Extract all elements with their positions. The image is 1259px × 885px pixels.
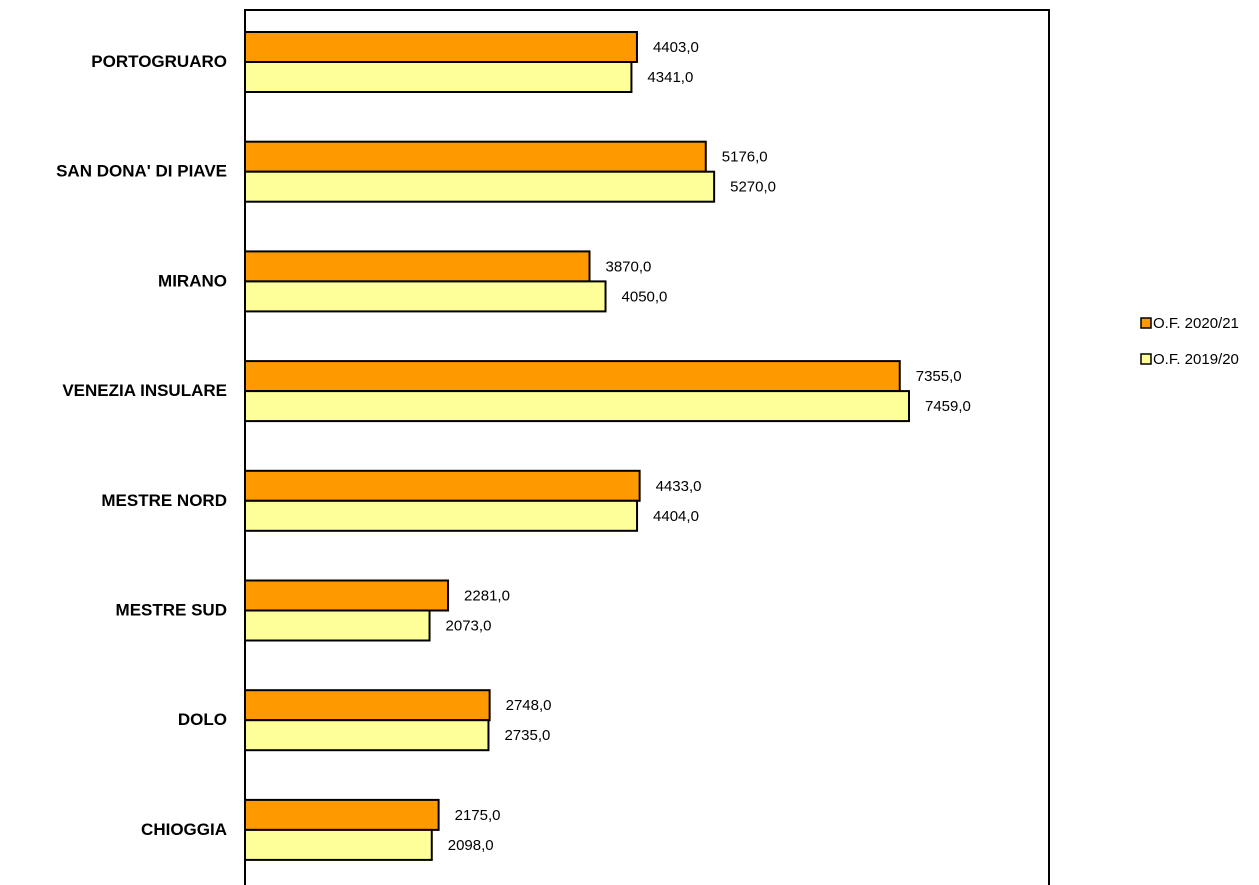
category-label: VENEZIA INSULARE xyxy=(62,381,227,400)
plot-frame xyxy=(244,9,1050,885)
data-label: 4433,0 xyxy=(656,478,702,495)
data-label: 2098,0 xyxy=(448,837,494,854)
plot-border xyxy=(244,9,1050,885)
data-label: 7355,0 xyxy=(916,368,962,385)
bar-2020-21 xyxy=(244,469,641,502)
data-label: 4404,0 xyxy=(653,508,699,525)
data-label: 2748,0 xyxy=(506,697,552,714)
bar-2019-20 xyxy=(244,390,910,423)
data-label: 2073,0 xyxy=(446,618,492,635)
data-label: 4403,0 xyxy=(653,39,699,56)
bar-2020-21 xyxy=(244,360,901,393)
category-label: DOLO xyxy=(178,710,227,729)
legend-label: O.F. 2019/20 xyxy=(1153,351,1239,368)
category-label: MESTRE SUD xyxy=(116,601,227,620)
data-label: 4341,0 xyxy=(647,69,693,86)
bar-2020-21 xyxy=(244,798,440,831)
bar-2020-21 xyxy=(244,31,638,63)
bars xyxy=(244,31,910,861)
category-label: MIRANO xyxy=(158,271,227,290)
bar-2019-20 xyxy=(244,609,431,642)
data-label: 5176,0 xyxy=(722,149,768,166)
bar-2020-21 xyxy=(244,579,450,612)
value-labels: 4403,0 4341,0 5176,0 5270,0 3870,0 4050,0 7355… xyxy=(446,39,971,854)
bar-2019-20 xyxy=(244,170,716,203)
legend-swatch xyxy=(1140,353,1152,365)
legend-swatch xyxy=(1140,317,1152,329)
category-label: SAN DONA' DI PIAVE xyxy=(56,162,227,181)
bar-2019-20 xyxy=(244,499,639,532)
data-label: 5270,0 xyxy=(730,179,776,196)
data-label: 2281,0 xyxy=(464,588,510,605)
data-label: 4050,0 xyxy=(622,288,668,305)
bar-2019-20 xyxy=(244,719,490,752)
bar-2020-21 xyxy=(244,689,491,722)
data-label: 3870,0 xyxy=(606,258,652,275)
category-label: MESTRE NORD xyxy=(101,491,227,510)
category-label: PORTOGRUARO xyxy=(91,52,227,71)
bar-2019-20 xyxy=(244,280,607,313)
bar-2019-20 xyxy=(244,828,433,861)
bar-2020-21 xyxy=(244,250,591,283)
data-label: 2175,0 xyxy=(455,807,501,824)
category-labels: PORTOGRUARO SAN DONA' DI PIAVE MIRANO VENEZ… xyxy=(56,52,227,839)
category-label: CHIOGGIA xyxy=(141,820,227,839)
data-label: 7459,0 xyxy=(925,398,971,415)
bar-2019-20 xyxy=(244,61,633,93)
data-label: 2735,0 xyxy=(504,727,550,744)
legend: O.F. 2020/21 O.F. 2019/20 xyxy=(1140,315,1239,368)
bar-2020-21 xyxy=(244,140,707,173)
legend-label: O.F. 2020/21 xyxy=(1153,315,1239,332)
